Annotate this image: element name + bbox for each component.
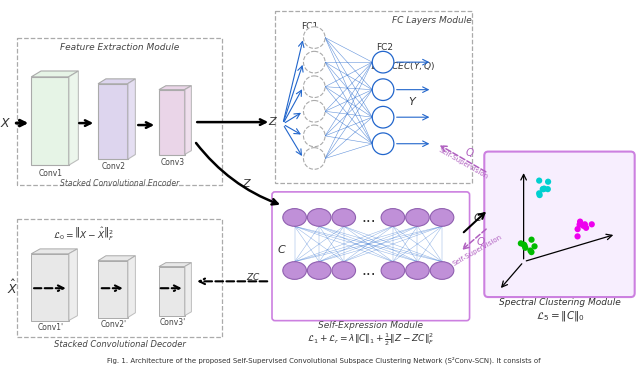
Bar — [98, 261, 127, 318]
Polygon shape — [159, 263, 191, 267]
Text: $Z$: $Z$ — [268, 115, 278, 127]
Text: Stacked Convolutional Encoder: Stacked Convolutional Encoder — [60, 178, 179, 188]
Polygon shape — [98, 79, 136, 84]
Point — [573, 226, 583, 232]
Polygon shape — [127, 79, 136, 160]
Ellipse shape — [381, 209, 404, 226]
Text: $\hat{X}$: $\hat{X}$ — [7, 279, 19, 297]
Circle shape — [303, 101, 325, 122]
Text: $\mathcal{L}_5 = \|C\|_0$: $\mathcal{L}_5 = \|C\|_0$ — [536, 309, 584, 323]
Point — [539, 186, 549, 191]
Text: Conv1: Conv1 — [39, 169, 63, 178]
Point — [575, 221, 585, 227]
Text: Fig. 1. Architecture of the proposed Self-Supervised Convolutional Subspace Clus: Fig. 1. Architecture of the proposed Sel… — [108, 356, 541, 364]
Text: $Q$: $Q$ — [465, 146, 474, 159]
Polygon shape — [159, 86, 191, 90]
Text: $X$: $X$ — [0, 116, 12, 129]
Text: $Z$: $Z$ — [243, 177, 252, 189]
Point — [534, 178, 544, 184]
Point — [520, 243, 530, 249]
Circle shape — [303, 27, 325, 48]
Circle shape — [303, 148, 325, 169]
Point — [581, 225, 591, 231]
Polygon shape — [98, 256, 136, 261]
FancyBboxPatch shape — [484, 152, 635, 297]
Point — [538, 186, 548, 192]
Bar — [31, 254, 68, 321]
Text: FC Layers Module: FC Layers Module — [392, 16, 472, 25]
Point — [587, 221, 597, 227]
Text: Conv2': Conv2' — [100, 320, 127, 329]
Text: $ZC$: $ZC$ — [246, 271, 260, 282]
Text: $\mathcal{L}_1 + \mathcal{L}_r = \lambda\|C\|_1 + \frac{1}{2}\|Z - ZC\|_F^2$: $\mathcal{L}_1 + \mathcal{L}_r = \lambda… — [307, 331, 434, 348]
Circle shape — [372, 133, 394, 155]
Text: $Y$: $Y$ — [408, 95, 417, 108]
Ellipse shape — [381, 262, 404, 279]
Bar — [159, 267, 184, 316]
Ellipse shape — [406, 262, 429, 279]
Text: Spectral Clustering Module: Spectral Clustering Module — [499, 298, 621, 308]
Text: Conv3': Conv3' — [159, 318, 186, 327]
Ellipse shape — [406, 209, 429, 226]
Text: Self-Supervision: Self-Supervision — [438, 147, 490, 180]
Ellipse shape — [430, 209, 454, 226]
Circle shape — [372, 106, 394, 128]
Ellipse shape — [283, 262, 307, 279]
Circle shape — [372, 79, 394, 101]
Text: ...: ... — [361, 263, 376, 278]
Text: ...: ... — [361, 210, 376, 225]
Text: Self-Supervision: Self-Supervision — [452, 234, 503, 267]
Text: Self-Expression Module: Self-Expression Module — [318, 321, 423, 330]
Text: Conv1': Conv1' — [38, 323, 64, 332]
Point — [534, 190, 544, 196]
Point — [538, 186, 548, 192]
Text: Stacked Convolutional Decoder: Stacked Convolutional Decoder — [54, 340, 186, 349]
Ellipse shape — [283, 209, 307, 226]
Text: Feature Extraction Module: Feature Extraction Module — [60, 43, 179, 52]
Text: FC1: FC1 — [301, 22, 318, 31]
Point — [529, 243, 540, 249]
Circle shape — [303, 76, 325, 98]
Bar — [159, 90, 184, 155]
Ellipse shape — [332, 262, 356, 279]
Point — [525, 247, 536, 253]
Point — [580, 221, 590, 227]
Polygon shape — [31, 249, 77, 254]
Point — [534, 192, 545, 198]
Point — [526, 249, 536, 255]
Text: $\mathcal{L}_0 = \left\|X - \hat{X}\right\|_F^2$: $\mathcal{L}_0 = \left\|X - \hat{X}\righ… — [52, 226, 114, 243]
Circle shape — [303, 51, 325, 73]
Text: $Q$: $Q$ — [476, 234, 486, 247]
Text: FC2: FC2 — [376, 43, 394, 52]
Text: Conv2: Conv2 — [102, 162, 126, 171]
Ellipse shape — [332, 209, 356, 226]
Text: $C$: $C$ — [472, 211, 483, 223]
Ellipse shape — [430, 262, 454, 279]
Bar — [98, 84, 127, 160]
Bar — [31, 77, 68, 165]
Point — [579, 223, 589, 229]
Point — [543, 179, 553, 185]
Ellipse shape — [307, 262, 331, 279]
Point — [575, 219, 585, 224]
Point — [543, 186, 553, 192]
Ellipse shape — [307, 209, 331, 226]
Polygon shape — [68, 249, 77, 321]
Polygon shape — [184, 263, 191, 316]
Text: $\mathcal{L}_4 = CEC(Y, Q)$: $\mathcal{L}_4 = CEC(Y, Q)$ — [370, 61, 435, 73]
Polygon shape — [68, 71, 78, 165]
Polygon shape — [31, 71, 78, 77]
Circle shape — [303, 125, 325, 147]
Text: Conv3: Conv3 — [161, 158, 185, 167]
Polygon shape — [184, 86, 191, 155]
Text: $C$: $C$ — [277, 243, 287, 255]
Point — [519, 242, 529, 247]
Circle shape — [372, 51, 394, 73]
Point — [520, 245, 531, 251]
Point — [516, 240, 526, 246]
Point — [527, 237, 537, 243]
Polygon shape — [127, 256, 136, 318]
Point — [572, 233, 582, 239]
